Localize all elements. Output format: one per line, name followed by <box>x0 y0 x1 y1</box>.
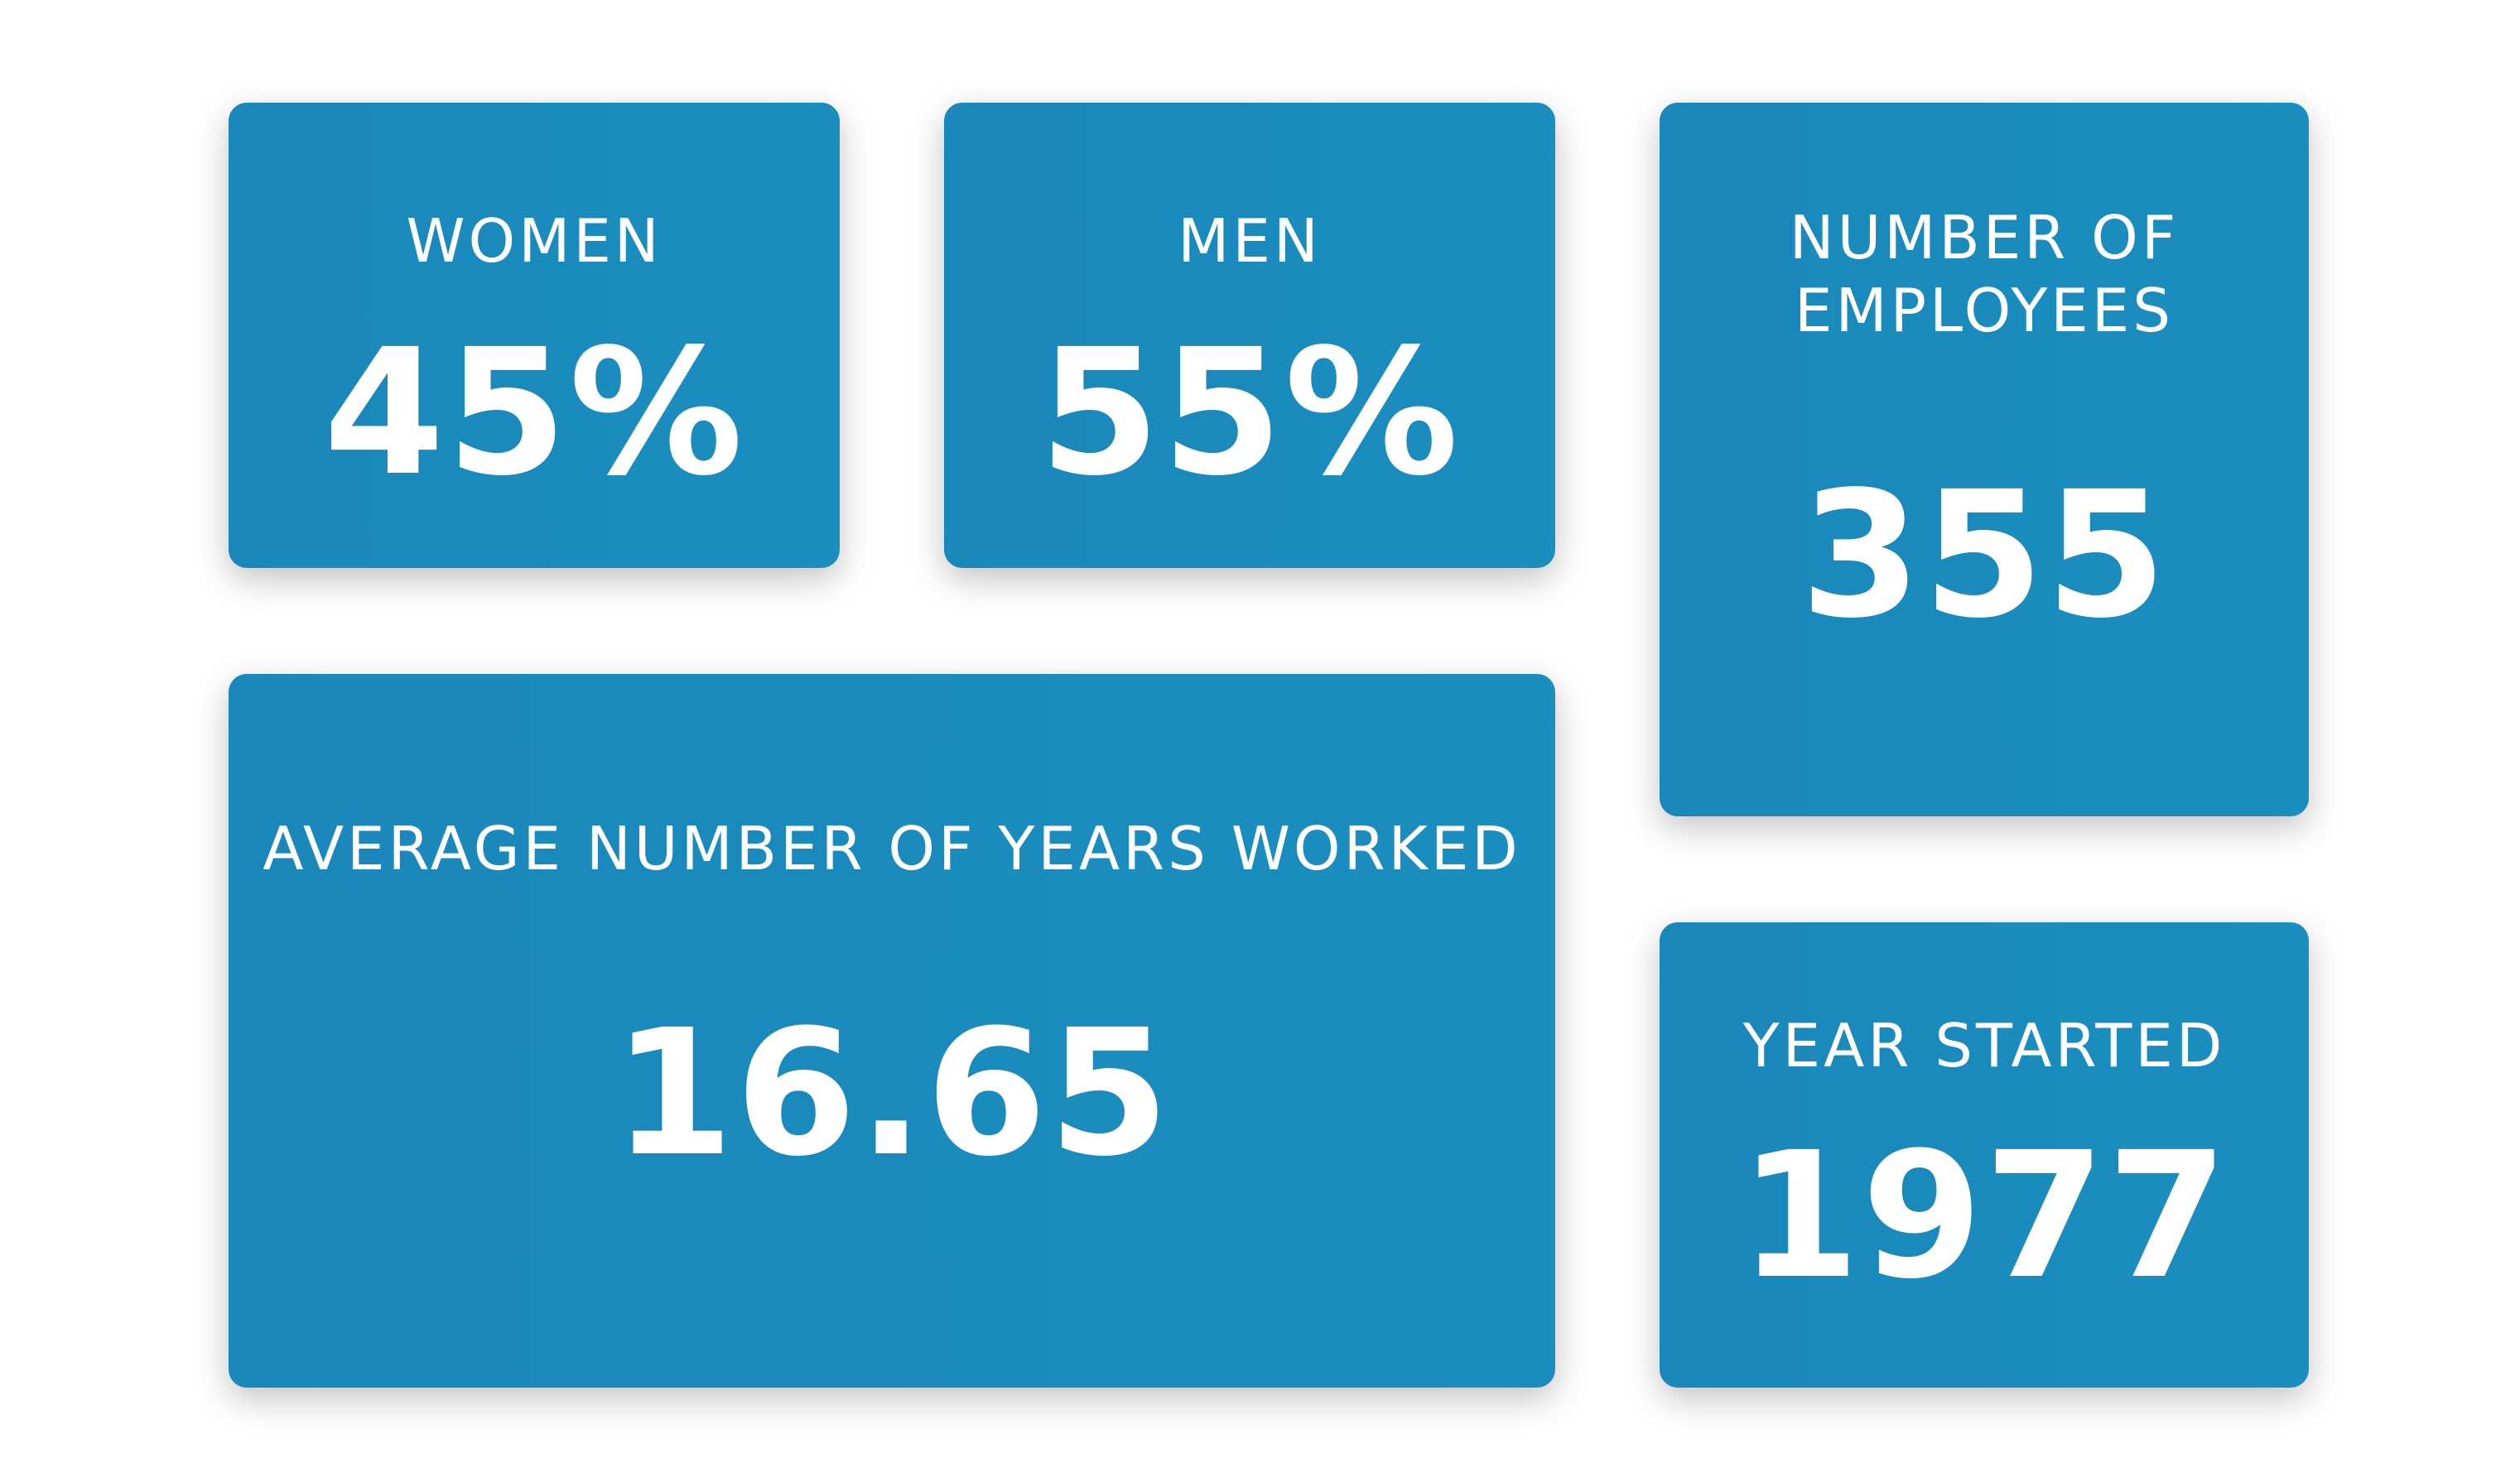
employees-label-line-2: EMPLOYEES <box>1795 275 2174 345</box>
employees-label-line-1: NUMBER OF <box>1789 203 2180 272</box>
women-stat-card: WOMEN 45% <box>229 103 840 568</box>
women-value: 45% <box>323 311 745 514</box>
average-years-label: AVERAGE NUMBER OF YEARS WORKED <box>263 814 1521 883</box>
employees-value: 355 <box>1800 454 2169 657</box>
women-label: WOMEN <box>406 206 663 276</box>
men-stat-card: MEN 55% <box>944 103 1555 568</box>
year-started-label: YEAR STARTED <box>1742 1011 2226 1080</box>
men-label: MEN <box>1178 206 1322 276</box>
employees-stat-card: NUMBER OF EMPLOYEES 355 <box>1660 103 2309 816</box>
employees-label: NUMBER OF EMPLOYEES <box>1660 202 2309 348</box>
year-started-value: 1977 <box>1738 1114 2230 1317</box>
year-started-stat-card: YEAR STARTED 1977 <box>1660 922 2309 1388</box>
average-years-value: 16.65 <box>612 992 1172 1195</box>
men-value: 55% <box>1038 311 1461 514</box>
average-years-stat-card: AVERAGE NUMBER OF YEARS WORKED 16.65 <box>229 674 1555 1388</box>
